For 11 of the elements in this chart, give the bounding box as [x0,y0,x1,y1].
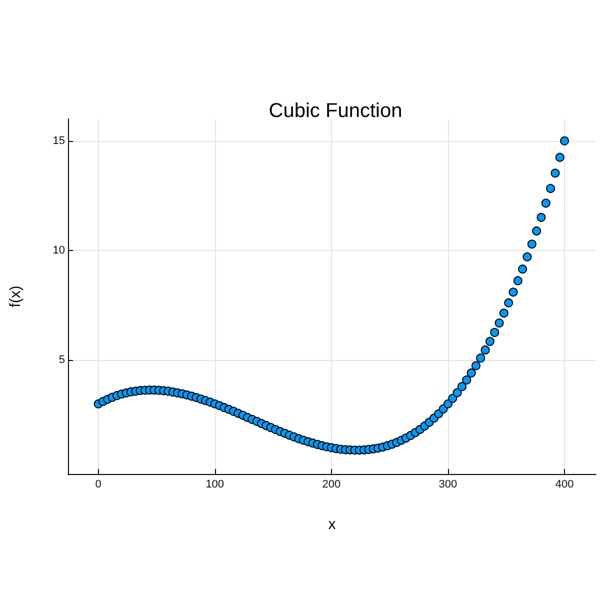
x-tick-label: 100 [206,478,224,490]
x-tick-label: 400 [555,478,574,490]
x-axis-title: x [328,516,336,533]
y-tick-label: 15 [52,134,65,147]
y-axis-title: f(x) [7,286,24,308]
x-tick-label: 300 [438,478,458,490]
x-tick-label: 200 [322,478,341,490]
y-tick-label: 5 [58,354,65,366]
x-tick-label: 0 [95,478,102,490]
y-tick-label: 10 [52,244,65,256]
chart-title: Cubic Function [268,100,402,122]
